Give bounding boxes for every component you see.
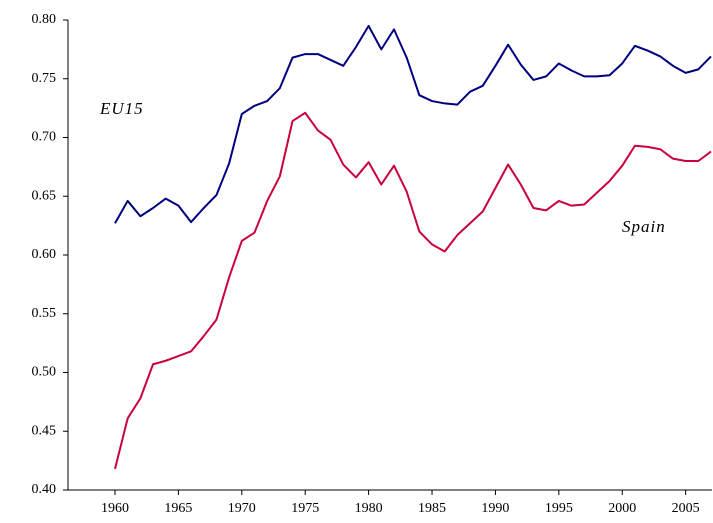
series-line: [114, 24, 712, 224]
x-tick-label: 1985: [418, 501, 446, 516]
x-tick-label: 1960: [101, 501, 129, 516]
series-line: [114, 111, 712, 470]
y-tick-label: 0.70: [32, 130, 57, 145]
x-tick-label: 2005: [672, 501, 700, 516]
y-tick-label: 0.75: [32, 71, 57, 86]
x-tick-label: 1970: [228, 501, 256, 516]
x-tick-label: 2000: [608, 501, 636, 516]
y-tick-label: 0.60: [32, 247, 57, 262]
y-tick-label: 0.80: [32, 12, 57, 27]
y-tick-label: 0.65: [32, 188, 57, 203]
x-tick-label: 1995: [545, 501, 573, 516]
y-tick-label: 0.55: [32, 306, 57, 321]
y-tick-label: 0.40: [32, 482, 57, 497]
x-tick-label: 1990: [481, 501, 509, 516]
series-label: EU15: [99, 99, 144, 118]
series-label: Spain: [622, 217, 666, 236]
y-tick-label: 0.45: [32, 423, 57, 438]
x-tick-label: 1975: [291, 501, 319, 516]
x-tick-label: 1980: [355, 501, 383, 516]
y-tick-label: 0.50: [32, 365, 57, 380]
x-tick-label: 1965: [164, 501, 192, 516]
